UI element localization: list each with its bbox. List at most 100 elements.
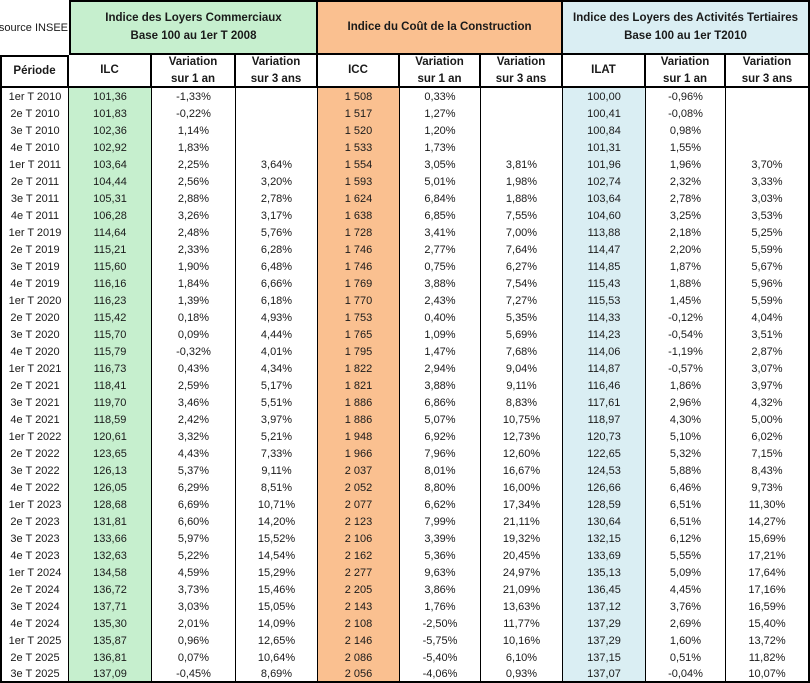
table-cell: 14,54%	[236, 547, 318, 564]
table-cell: 4,01%	[236, 343, 318, 360]
table-cell: 1 746	[318, 258, 400, 275]
table-cell: 8,80%	[400, 479, 481, 496]
table-cell: 6,66%	[236, 275, 318, 292]
table-cell: 1,09%	[400, 326, 481, 343]
period-cell: 3e T 2022	[0, 462, 69, 479]
period-cell: 3e T 2019	[0, 258, 69, 275]
table-cell: 1 765	[318, 326, 400, 343]
table-cell: 2 277	[318, 564, 400, 581]
table-cell: 6,86%	[400, 394, 481, 411]
table-cell: 102,74	[563, 173, 646, 190]
table-cell: 115,42	[69, 309, 152, 326]
table-cell: 5,51%	[236, 394, 318, 411]
table-cell: 5,36%	[400, 547, 481, 564]
table-cell: 2,78%	[236, 190, 318, 207]
table-cell: 1,73%	[400, 139, 481, 156]
table-cell: 115,79	[69, 343, 152, 360]
table-cell: 137,12	[563, 598, 646, 615]
table-cell: 11,30%	[726, 496, 810, 513]
table-cell: 0,07%	[152, 649, 236, 666]
table-cell: 12,65%	[236, 632, 318, 649]
period-cell: 3e T 2025	[0, 666, 69, 683]
table-cell: 3,73%	[152, 581, 236, 598]
group-header-ilc: Indice des Loyers Commerciaux Base 100 a…	[69, 0, 318, 55]
table-cell: -2,50%	[400, 615, 481, 632]
table-cell: 16,00%	[481, 479, 563, 496]
table-cell: 3,41%	[400, 224, 481, 241]
table-cell: 136,45	[563, 581, 646, 598]
table-cell: 122,65	[563, 445, 646, 462]
table-cell: -0,45%	[152, 666, 236, 683]
table-cell: 1 517	[318, 105, 400, 122]
table-cell: 3,88%	[400, 275, 481, 292]
table-cell: 2 106	[318, 530, 400, 547]
table-cell: 1 948	[318, 428, 400, 445]
table-cell: 2,48%	[152, 224, 236, 241]
period-cell: 1er T 2021	[0, 360, 69, 377]
table-cell: 118,59	[69, 411, 152, 428]
table-cell: 1 822	[318, 360, 400, 377]
table-cell: 5,01%	[400, 173, 481, 190]
table-cell: 115,21	[69, 241, 152, 258]
table-cell: 3,76%	[646, 598, 726, 615]
table-cell: 101,36	[69, 88, 152, 105]
table-cell: 1,39%	[152, 292, 236, 309]
table-cell: 116,73	[69, 360, 152, 377]
table-cell: 24,97%	[481, 564, 563, 581]
period-cell: 3e T 2023	[0, 530, 69, 547]
table-cell: 130,64	[563, 513, 646, 530]
table-cell: 2 143	[318, 598, 400, 615]
table-cell: 0,09%	[152, 326, 236, 343]
period-cell: 4e T 2019	[0, 275, 69, 292]
table-cell: 17,16%	[726, 581, 810, 598]
column-header-2: ILC	[69, 55, 152, 88]
table-cell: 115,70	[69, 326, 152, 343]
table-cell: 3,53%	[726, 207, 810, 224]
table-cell: 5,59%	[726, 292, 810, 309]
table-cell: 117,61	[563, 394, 646, 411]
table-cell: 103,64	[69, 156, 152, 173]
table-cell: 2 162	[318, 547, 400, 564]
table-cell: -0,12%	[646, 309, 726, 326]
table-cell	[726, 122, 810, 139]
column-header-7: Variation sur 3 ans	[481, 55, 563, 88]
table-cell: 1 508	[318, 88, 400, 105]
table-cell: 17,64%	[726, 564, 810, 581]
table-cell: 5,59%	[726, 241, 810, 258]
table-cell: 7,96%	[400, 445, 481, 462]
table-cell: 1,47%	[400, 343, 481, 360]
table-cell: 15,40%	[726, 615, 810, 632]
table-cell: 6,27%	[481, 258, 563, 275]
period-cell: 2e T 2020	[0, 309, 69, 326]
table-cell: 9,11%	[236, 462, 318, 479]
table-cell: 137,29	[563, 615, 646, 632]
table-cell: 2 056	[318, 666, 400, 683]
table-cell: 3,05%	[400, 156, 481, 173]
table-cell: 100,41	[563, 105, 646, 122]
table-cell: 7,54%	[481, 275, 563, 292]
table-cell	[726, 105, 810, 122]
table-cell: 11,82%	[726, 649, 810, 666]
table-cell: -0,57%	[646, 360, 726, 377]
table-cell: 1 886	[318, 394, 400, 411]
table-cell: 1,55%	[646, 139, 726, 156]
table-cell: 15,46%	[236, 581, 318, 598]
table-cell: 4,93%	[236, 309, 318, 326]
period-cell: 3e T 2021	[0, 394, 69, 411]
table-cell: 5,97%	[152, 530, 236, 547]
table-cell: 5,96%	[726, 275, 810, 292]
table-cell	[236, 122, 318, 139]
period-cell: 3e T 2011	[0, 190, 69, 207]
table-cell	[481, 139, 563, 156]
table-cell: 8,51%	[236, 479, 318, 496]
table-cell: 7,55%	[481, 207, 563, 224]
table-cell: 1 821	[318, 377, 400, 394]
table-cell	[236, 105, 318, 122]
table-cell: -1,19%	[646, 343, 726, 360]
column-header-5: ICC	[318, 55, 400, 88]
table-cell: 16,59%	[726, 598, 810, 615]
table-cell: 5,09%	[646, 564, 726, 581]
table-cell: 2 052	[318, 479, 400, 496]
period-cell: 4e T 2020	[0, 343, 69, 360]
table-cell: 0,96%	[152, 632, 236, 649]
